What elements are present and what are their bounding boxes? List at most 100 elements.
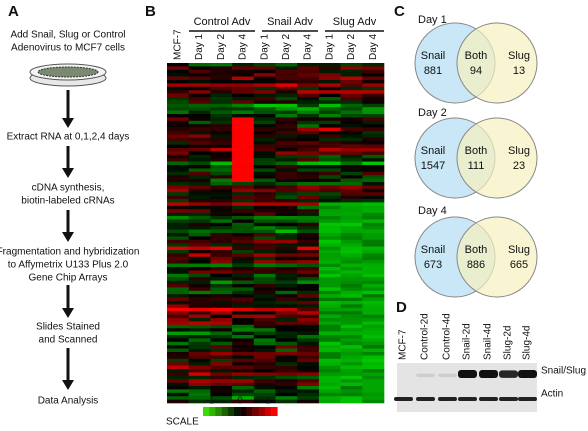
- heatmap-cell: [362, 331, 385, 336]
- heatmap-cell: [210, 253, 233, 258]
- heatmap-cell: [210, 202, 233, 207]
- heatmap-cell: [253, 175, 276, 179]
- scale-cell: [227, 407, 235, 416]
- heatmap-cell: [318, 120, 341, 125]
- heatmap-cell: [297, 216, 320, 220]
- panel-label: A: [8, 3, 19, 20]
- heatmap-cell: [188, 379, 211, 383]
- heatmap-cell: [253, 93, 276, 98]
- heatmap-cell: [167, 90, 189, 94]
- heatmap-cell: [210, 243, 233, 247]
- heatmap-cell: [167, 379, 189, 383]
- heatmap-cell: [275, 222, 298, 227]
- heatmap-cell: [188, 382, 211, 387]
- heatmap-cell: [210, 93, 233, 98]
- heatmap-cell: [188, 192, 211, 196]
- heatmap-cell: [275, 239, 298, 244]
- heatmap-cell: [167, 331, 189, 336]
- heatmap-cell: [275, 202, 298, 207]
- heatmap-cell: [232, 243, 255, 247]
- heatmap-cell: [188, 301, 211, 305]
- heatmap-cell: [275, 117, 298, 122]
- heatmap-cell: [362, 304, 385, 309]
- heatmap-cell: [253, 341, 276, 346]
- heatmap-cell: [340, 294, 363, 298]
- heatmap-cell: [362, 375, 385, 380]
- heatmap-cell: [318, 229, 341, 234]
- heatmap-cell: [167, 369, 189, 373]
- heatmap-cell: [297, 270, 320, 275]
- heatmap-cell: [210, 273, 233, 278]
- heatmap-cell: [232, 263, 255, 268]
- heatmap-cell: [232, 226, 255, 230]
- band: [416, 397, 435, 401]
- heatmap-cell: [297, 233, 320, 237]
- heatmap-cell: [167, 253, 189, 258]
- heatmap-cell: [318, 331, 341, 336]
- venn-label: Both: [465, 145, 488, 157]
- lane-label: Slug-2d: [503, 326, 514, 360]
- heatmap-cell: [362, 233, 385, 237]
- heatmap-cell: [340, 348, 363, 353]
- heatmap-cell: [275, 86, 298, 91]
- heatmap-cell: [253, 76, 276, 81]
- heatmap-cell: [210, 331, 233, 336]
- heatmap-cell: [188, 202, 211, 207]
- heatmap-cell: [232, 178, 255, 183]
- heatmap-cell: [340, 134, 363, 139]
- heatmap-cell: [275, 345, 298, 349]
- heatmap-cell: [253, 178, 276, 183]
- heatmap-cell: [275, 311, 298, 315]
- heatmap-cell: [340, 263, 363, 268]
- heatmap-cell: [297, 165, 320, 169]
- heatmap-cell: [275, 110, 298, 115]
- heatmap-cell: [297, 263, 320, 268]
- heatmap-cell: [275, 188, 298, 193]
- heatmap-cell: [210, 229, 233, 234]
- heatmap-cell: [188, 256, 211, 261]
- heatmap-cell: [253, 97, 276, 101]
- heatmap-cell: [318, 134, 341, 139]
- heatmap-cell: [232, 117, 255, 122]
- heatmap-cell: [340, 267, 363, 271]
- heatmap-cell: [188, 110, 211, 115]
- heatmap-cell: [253, 226, 276, 230]
- heatmap-cell: [167, 362, 189, 366]
- heatmap-cell: [297, 202, 320, 207]
- venn-circle: [456, 117, 538, 199]
- heatmap-cell: [210, 114, 233, 118]
- heatmap-cell: [253, 389, 276, 394]
- heatmap-cell: [188, 246, 211, 251]
- heatmap-cell: [232, 239, 255, 244]
- heatmap-cell: [362, 260, 385, 264]
- heatmap-cell: [232, 253, 255, 258]
- heatmap-cell: [318, 158, 341, 162]
- heatmap-cell: [210, 246, 233, 251]
- heatmap-cell: [167, 307, 189, 312]
- heatmap-cell: [188, 284, 211, 288]
- heatmap-cell: [210, 141, 233, 145]
- heatmap-cell: [318, 335, 341, 339]
- heatmap-cell: [275, 182, 298, 186]
- heatmap-cell: [318, 328, 341, 332]
- heatmap-cell: [253, 355, 276, 360]
- heatmap-cell: [362, 229, 385, 234]
- heatmap-cell: [297, 260, 320, 264]
- heatmap-cell: [167, 284, 189, 288]
- heatmap-cell: [275, 290, 298, 295]
- heatmap-cell: [297, 239, 320, 244]
- heatmap-cell: [232, 97, 255, 101]
- heatmap-cell: [232, 362, 255, 366]
- heatmap-cell: [210, 379, 233, 383]
- heatmap-cell: [297, 352, 320, 356]
- heatmap-cell: [210, 69, 233, 74]
- column-label: Day 1: [259, 33, 270, 60]
- heatmap-cell: [188, 151, 211, 156]
- column-label: Day 1: [194, 33, 205, 60]
- heatmap-cell: [232, 301, 255, 305]
- heatmap-cell: [232, 199, 255, 203]
- heatmap-cell: [340, 175, 363, 179]
- heatmap-cell: [275, 120, 298, 125]
- heatmap-cell: [362, 239, 385, 244]
- heatmap-cell: [253, 80, 276, 84]
